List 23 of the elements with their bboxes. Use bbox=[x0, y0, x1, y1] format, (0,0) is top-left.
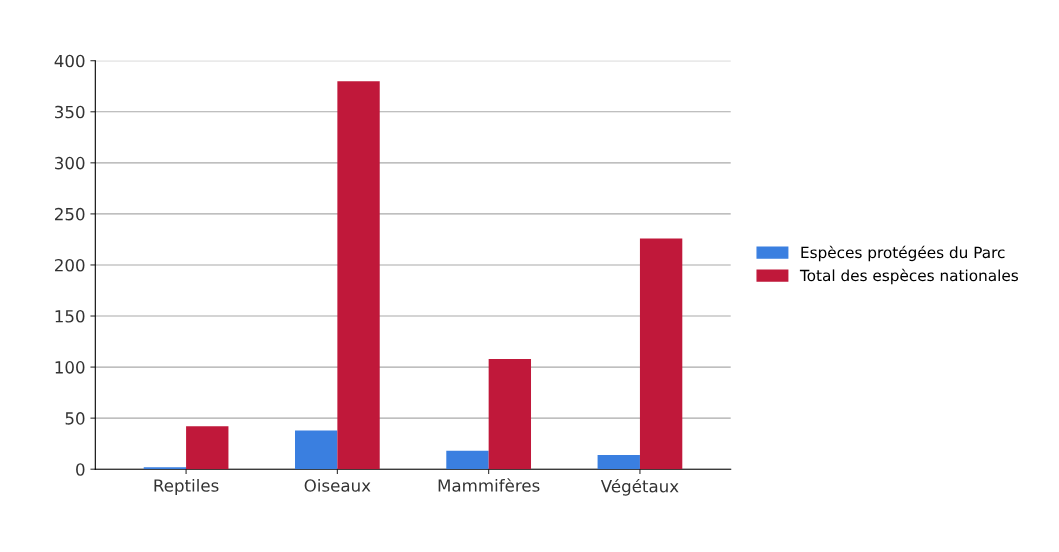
bar bbox=[597, 454, 640, 470]
bar bbox=[639, 238, 683, 470]
bar bbox=[446, 450, 489, 470]
bar bbox=[186, 426, 229, 470]
bar bbox=[295, 430, 338, 470]
y-tick-label: 400 bbox=[54, 54, 85, 68]
x-tick-label: Reptiles bbox=[154, 478, 219, 496]
y-tick-label: 200 bbox=[55, 258, 85, 272]
y-tick-label: 50 bbox=[65, 412, 85, 425]
bar bbox=[337, 81, 380, 470]
y-tick-label: 300 bbox=[55, 156, 85, 170]
y-tick-label: 150 bbox=[55, 309, 85, 323]
bar bbox=[143, 467, 187, 470]
x-tick-label: Mammifères bbox=[438, 478, 540, 492]
y-tick-label: 0 bbox=[76, 463, 85, 476]
x-tick-label: Oiseaux bbox=[304, 478, 371, 492]
y-tick-label: 100 bbox=[55, 361, 85, 374]
y-tick-label: 250 bbox=[55, 207, 85, 221]
legend-label: Total des espèces nationales bbox=[799, 268, 1018, 285]
bar bbox=[488, 358, 532, 470]
y-tick-label: 350 bbox=[55, 105, 85, 119]
legend-label: Espèces protégées du Parc bbox=[801, 245, 1005, 262]
x-tick-label: Végétaux bbox=[600, 478, 679, 496]
